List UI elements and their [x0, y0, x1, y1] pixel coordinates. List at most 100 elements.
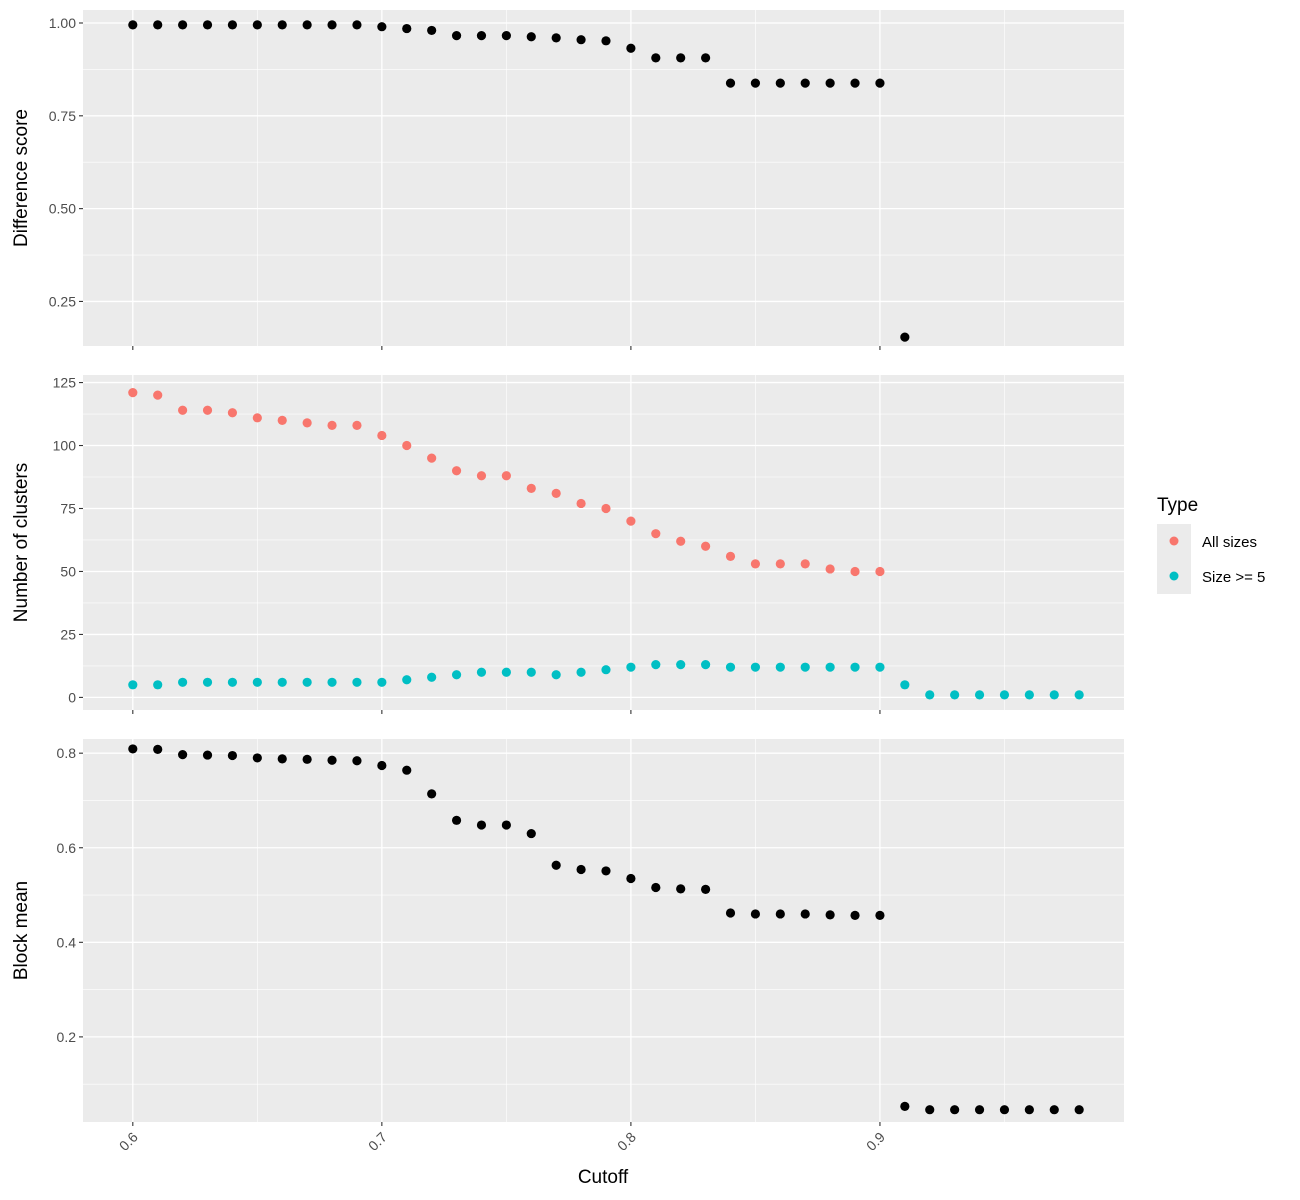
data-point — [850, 910, 860, 920]
y-axis-label: Block mean — [11, 881, 32, 980]
data-point — [526, 667, 536, 677]
data-point — [676, 53, 686, 63]
data-point — [277, 677, 287, 687]
data-point — [950, 1105, 960, 1115]
data-point — [402, 23, 412, 34]
data-point — [701, 53, 711, 63]
data-point — [626, 516, 636, 526]
data-point — [775, 909, 785, 919]
data-point — [651, 529, 661, 539]
data-point — [153, 744, 163, 755]
data-point — [551, 860, 561, 870]
data-point — [153, 680, 163, 690]
y-tick-label: 0.25 — [49, 293, 76, 309]
x-tick-label: 0.9 — [863, 1129, 888, 1154]
data-point — [526, 483, 536, 493]
data-point — [451, 466, 462, 476]
y-tick-label: 25 — [60, 626, 76, 642]
data-point — [227, 750, 238, 761]
x-tick-label: 0.7 — [365, 1129, 390, 1154]
data-point — [551, 670, 561, 680]
data-point — [576, 498, 586, 509]
data-point — [252, 677, 262, 687]
data-point — [626, 43, 636, 53]
data-point — [526, 828, 536, 839]
data-point — [277, 754, 287, 764]
data-point — [128, 388, 138, 398]
data-point — [1074, 690, 1084, 700]
data-point — [451, 31, 462, 41]
data-point — [576, 35, 586, 45]
data-point — [501, 31, 511, 41]
data-point — [377, 22, 387, 32]
data-point — [352, 420, 362, 430]
data-point — [999, 1105, 1010, 1115]
data-point — [277, 415, 287, 425]
data-point — [551, 488, 561, 498]
data-point — [850, 566, 860, 577]
data-point — [202, 750, 213, 760]
series-2 — [128, 660, 1084, 700]
y-tick-label: 0.8 — [57, 745, 77, 761]
panel-background — [83, 10, 1124, 346]
data-point — [252, 413, 262, 423]
data-point — [775, 78, 785, 88]
data-point — [800, 909, 810, 919]
legend-title: Type — [1157, 495, 1198, 516]
data-point — [352, 20, 362, 30]
data-point — [302, 677, 312, 687]
data-point — [825, 662, 835, 672]
data-point — [701, 541, 711, 551]
y-tick-label: 50 — [60, 563, 76, 579]
data-point — [327, 755, 337, 765]
data-point — [1024, 690, 1034, 700]
data-point — [800, 662, 810, 672]
data-point — [451, 670, 462, 680]
y-tick-label: 0.6 — [57, 840, 77, 856]
data-point — [227, 408, 238, 418]
panels: 0.25 0.50 0.75 1.00 Difference score 0 25 50 75 1… — [11, 10, 1124, 1154]
legend-dot-size-ge-5 — [1169, 571, 1179, 581]
data-point — [153, 20, 163, 30]
data-point — [750, 909, 761, 919]
panel-background — [83, 375, 1124, 710]
data-point — [800, 78, 810, 88]
x-tick-label: 0.6 — [116, 1129, 141, 1154]
series-1 — [128, 20, 910, 342]
y-tick-label: 75 — [60, 500, 76, 516]
data-point — [302, 418, 312, 428]
data-point — [178, 405, 188, 415]
data-point — [1074, 1105, 1084, 1115]
data-point — [1049, 690, 1059, 700]
data-point — [651, 53, 661, 63]
data-point — [501, 471, 511, 481]
legend-dot-all-sizes — [1169, 536, 1179, 546]
data-point — [950, 690, 960, 700]
data-point — [750, 559, 761, 569]
data-point — [875, 566, 885, 577]
legend-label-all-sizes: All sizes — [1202, 534, 1257, 551]
panel-2: 0 25 50 75 100 125 Number of clusters — [11, 375, 1124, 714]
data-point — [1024, 1105, 1034, 1115]
data-point — [601, 866, 611, 876]
data-point — [1049, 1105, 1059, 1115]
data-point — [277, 20, 287, 30]
data-point — [725, 551, 736, 561]
y-tick-label: 125 — [53, 375, 77, 391]
data-point — [178, 20, 188, 30]
data-point — [875, 910, 885, 920]
data-point — [750, 662, 761, 672]
data-point — [128, 680, 138, 690]
data-point — [427, 453, 437, 463]
y-tick-label: 0.75 — [49, 108, 76, 124]
data-point — [178, 677, 188, 687]
data-point — [227, 677, 238, 687]
data-point — [875, 78, 885, 88]
data-point — [501, 667, 511, 677]
data-point — [352, 756, 362, 766]
y-tick-label: 0.4 — [57, 934, 77, 950]
data-point — [725, 662, 736, 672]
data-point — [676, 536, 686, 546]
data-point — [925, 1105, 935, 1115]
